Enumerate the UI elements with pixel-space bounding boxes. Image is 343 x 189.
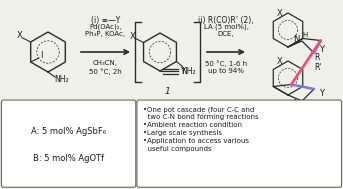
- Text: X: X: [17, 32, 23, 40]
- Text: I: I: [40, 51, 43, 60]
- Text: B: 5 mol% AgOTf: B: 5 mol% AgOTf: [33, 154, 104, 163]
- Text: N: N: [294, 99, 300, 108]
- Text: N: N: [294, 35, 300, 43]
- Text: two C-N bond forming reactions: two C-N bond forming reactions: [143, 114, 259, 120]
- Text: 50 °C, 1-6 h: 50 °C, 1-6 h: [205, 60, 247, 67]
- Text: •Ambient reaction condition: •Ambient reaction condition: [143, 122, 242, 128]
- Text: A: 5 mol% AgSbF₆: A: 5 mol% AgSbF₆: [31, 127, 106, 136]
- Text: NH₂: NH₂: [181, 67, 196, 76]
- Text: Y: Y: [319, 44, 324, 53]
- Text: 1: 1: [165, 87, 170, 96]
- Text: •Application to access various: •Application to access various: [143, 138, 249, 144]
- Text: X: X: [130, 32, 135, 41]
- Text: •One pot cascade (four C-C and: •One pot cascade (four C-C and: [143, 106, 254, 113]
- Text: Ph₃P, KOAc,: Ph₃P, KOAc,: [85, 31, 126, 37]
- Text: H: H: [303, 105, 308, 111]
- Text: 3: 3: [280, 109, 286, 118]
- Text: NH₂: NH₂: [55, 75, 69, 84]
- Text: (i) ≡—Y: (i) ≡—Y: [91, 16, 120, 25]
- Text: up to 94%: up to 94%: [208, 68, 244, 74]
- Text: 50 °C, 2h: 50 °C, 2h: [89, 68, 122, 75]
- Text: CH₃CN,: CH₃CN,: [93, 60, 118, 66]
- Text: LA (5 mol%),: LA (5 mol%),: [203, 24, 248, 30]
- Text: R: R: [314, 53, 319, 62]
- Text: X: X: [277, 57, 283, 66]
- Text: Pd(OAc)₂,: Pd(OAc)₂,: [89, 24, 122, 30]
- Text: Y: Y: [319, 88, 324, 98]
- Text: R': R': [314, 63, 321, 72]
- Text: Y: Y: [180, 67, 186, 75]
- Text: ii) R(CO)R’ (2),: ii) R(CO)R’ (2),: [198, 16, 254, 25]
- Text: DCE,: DCE,: [218, 31, 234, 37]
- FancyBboxPatch shape: [137, 100, 342, 187]
- Text: useful compounds: useful compounds: [143, 146, 212, 152]
- Text: H: H: [303, 32, 308, 38]
- FancyBboxPatch shape: [1, 100, 136, 187]
- Text: X: X: [277, 9, 283, 18]
- Text: •Large scale synthesis: •Large scale synthesis: [143, 130, 222, 136]
